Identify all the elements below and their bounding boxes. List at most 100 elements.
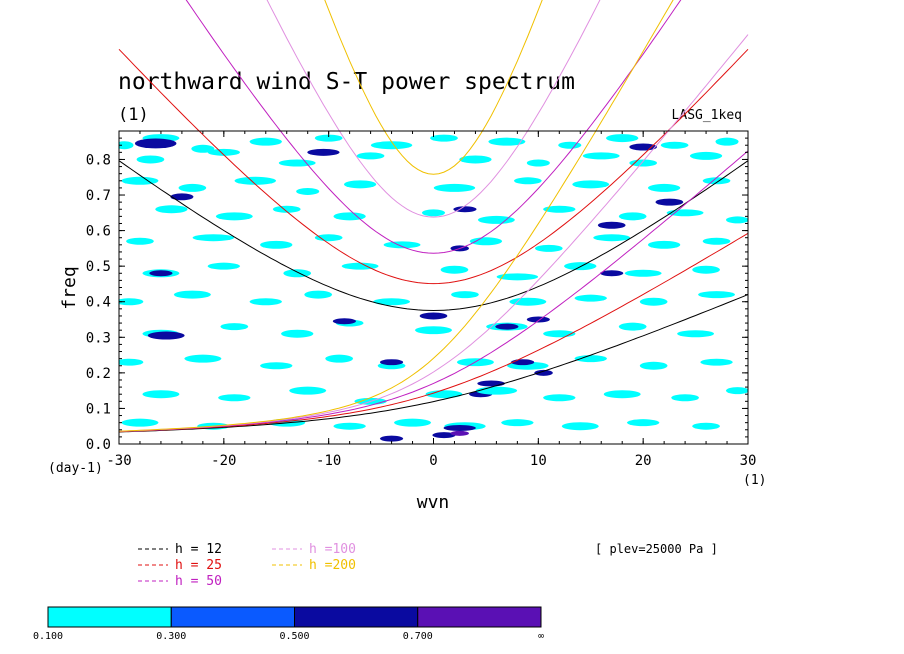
contour-patch xyxy=(477,380,505,387)
contour-patch xyxy=(430,134,458,142)
contour-patch xyxy=(574,294,607,302)
contour-patch xyxy=(459,155,492,164)
contour-patch xyxy=(218,394,251,402)
legend-label: h = 50 xyxy=(175,574,222,589)
x-tick-label: 0 xyxy=(429,453,437,469)
contour-patch xyxy=(136,155,165,164)
y-axis-label: freq xyxy=(59,266,80,309)
contour-patch xyxy=(600,270,624,277)
contour-patch xyxy=(543,205,576,213)
contour-patch xyxy=(469,237,503,246)
dispersion-curve-upper xyxy=(324,0,543,175)
colorbar-segment xyxy=(47,606,172,628)
contour-patch xyxy=(249,137,282,146)
contour-patch xyxy=(383,241,421,249)
contour-patch xyxy=(314,134,343,142)
contour-patch xyxy=(509,297,547,306)
dispersion-curve-upper xyxy=(118,48,749,285)
contour-patch xyxy=(249,298,282,306)
axis-ticks: -30 -20 -10 0 10 20 30 0.0 0.1 0.2 0.3 0.4 0.5 0.6 0.7… xyxy=(86,131,757,469)
contour-patch xyxy=(572,180,610,189)
legend-label: h = 12 xyxy=(175,542,222,557)
contour-patch xyxy=(495,323,519,330)
contour-patch xyxy=(134,138,177,149)
y-tick-label: 0.0 xyxy=(86,437,111,453)
contour-patch xyxy=(421,209,446,217)
contour-patch xyxy=(514,177,542,185)
contour-patch xyxy=(511,359,535,366)
chart-title: northward wind S-T power spectrum xyxy=(118,69,575,95)
contour-patch xyxy=(147,331,185,340)
legend-label: h = 25 xyxy=(175,558,222,573)
chart-subtitle: (1) xyxy=(118,105,149,125)
contour-patch xyxy=(307,148,340,156)
contour-patch xyxy=(440,265,469,274)
contour-patch xyxy=(260,362,293,370)
contour-patch xyxy=(593,234,631,242)
dispersion-curve-lower xyxy=(118,0,674,432)
plev-annotation: [ plev=25000 Pa ] xyxy=(595,542,718,556)
contour-patch xyxy=(289,386,327,395)
x-tick-label: 30 xyxy=(740,453,757,469)
contour-patch xyxy=(155,205,188,214)
y-tick-label: 0.4 xyxy=(86,295,111,311)
contour-patch xyxy=(119,141,134,150)
colorbar: 0.100 0.300 0.500 0.700 ∞ xyxy=(33,606,544,642)
contour-patch xyxy=(692,265,720,274)
contour-patch xyxy=(126,237,154,245)
model-label: LASG_1keq xyxy=(672,108,742,123)
contour-patch xyxy=(582,152,620,160)
contour-patch xyxy=(725,387,748,395)
contour-patch xyxy=(692,422,720,430)
contour-patch xyxy=(558,141,582,149)
contour-layer xyxy=(119,134,748,442)
contour-patch xyxy=(281,329,314,338)
contour-patch xyxy=(443,425,476,431)
legend-label: h =200 xyxy=(309,558,356,573)
contour-patch xyxy=(618,322,647,331)
contour-patch xyxy=(341,262,379,270)
contour-patch xyxy=(173,290,211,299)
colorbar-level-label: 0.100 xyxy=(33,631,63,642)
x-tick-label: -10 xyxy=(316,453,341,469)
contour-patch xyxy=(618,212,647,221)
dispersion-curve-lower xyxy=(118,150,749,432)
contour-patch xyxy=(283,269,312,278)
contour-patch xyxy=(526,316,550,323)
dispersion-curve-upper xyxy=(118,160,749,312)
contour-patch xyxy=(332,318,356,325)
contour-patch xyxy=(356,152,385,160)
y-tick-label: 0.6 xyxy=(86,224,111,240)
contour-patch xyxy=(380,435,404,442)
contour-patch xyxy=(220,323,249,331)
contour-patch xyxy=(333,212,366,221)
contour-patch xyxy=(715,137,739,146)
contour-patch xyxy=(149,270,173,277)
contour-patch xyxy=(119,298,144,306)
contour-patch xyxy=(394,418,431,427)
y-unit-label: (day-1) xyxy=(48,461,103,476)
contour-patch xyxy=(702,177,731,185)
colorbar-segment xyxy=(417,606,542,628)
colorbar-level-label: 0.300 xyxy=(156,631,186,642)
contour-patch xyxy=(296,187,320,195)
contour-patch xyxy=(627,419,660,427)
dispersion-curve-upper xyxy=(266,0,601,218)
legend-label: h =100 xyxy=(309,542,356,557)
y-tick-label: 0.2 xyxy=(86,366,111,382)
contour-patch xyxy=(689,151,723,160)
contour-patch xyxy=(477,215,515,224)
y-tick-label: 0.7 xyxy=(86,188,111,204)
contour-patch xyxy=(272,205,301,213)
contour-patch xyxy=(260,240,293,249)
contour-patch xyxy=(496,273,539,281)
contour-patch xyxy=(234,176,277,185)
contour-patch xyxy=(433,183,476,192)
contour-patch xyxy=(501,419,534,427)
contour-patch xyxy=(184,354,222,363)
contour-patch xyxy=(451,291,479,299)
contour-patch xyxy=(639,297,668,306)
colorbar-level-label: 0.500 xyxy=(279,631,309,642)
contour-patch xyxy=(647,183,681,192)
